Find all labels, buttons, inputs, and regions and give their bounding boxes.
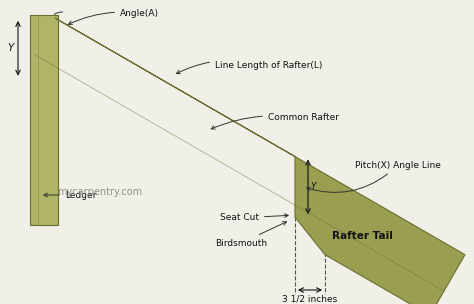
Text: Seat Cut: Seat Cut [220, 213, 288, 223]
Polygon shape [55, 18, 465, 304]
Text: 3 1/2 inches: 3 1/2 inches [283, 295, 337, 304]
Text: mycarpentry.com: mycarpentry.com [57, 187, 143, 197]
Text: Y: Y [310, 182, 316, 192]
Text: Line Length of Rafter(L): Line Length of Rafter(L) [176, 60, 322, 74]
Text: Angle(A): Angle(A) [68, 9, 159, 24]
Text: Pitch(X) Angle Line: Pitch(X) Angle Line [307, 161, 441, 192]
Text: Birdsmouth: Birdsmouth [215, 222, 286, 247]
Text: Ledger: Ledger [44, 191, 96, 199]
Polygon shape [30, 15, 58, 225]
Text: Y: Y [8, 43, 14, 53]
Text: Rafter Tail: Rafter Tail [332, 231, 393, 241]
Text: Common Rafter: Common Rafter [211, 113, 339, 129]
